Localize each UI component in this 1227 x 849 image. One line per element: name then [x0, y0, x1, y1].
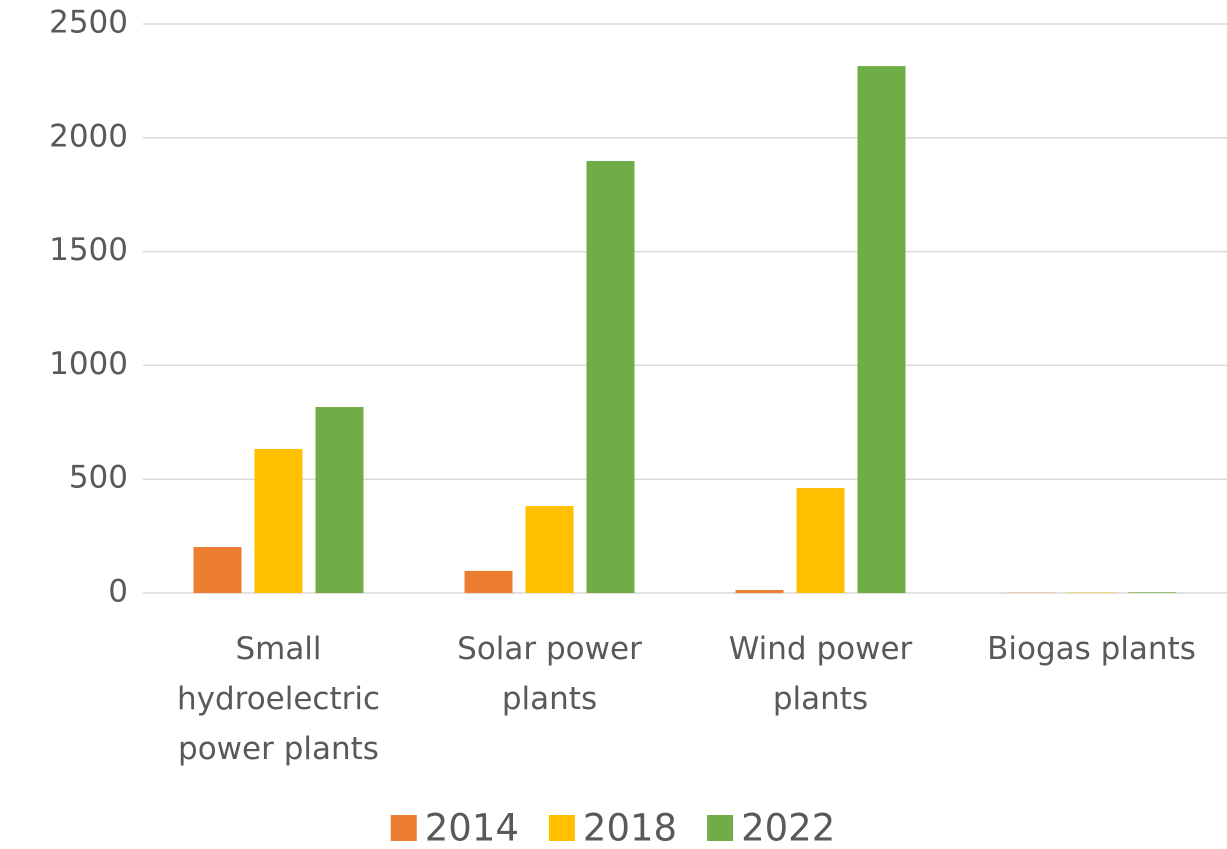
- bar: [525, 506, 574, 593]
- x-tick-line: plants: [773, 681, 868, 717]
- x-tick-label: Biogas plants: [987, 631, 1196, 667]
- bar: [464, 570, 513, 593]
- legend-label: 2014: [425, 807, 519, 849]
- legend-label: 2018: [583, 807, 677, 849]
- legend-item: 2018: [548, 807, 677, 849]
- x-tick-line: power plants: [178, 731, 379, 767]
- bar: [735, 590, 784, 593]
- bar: [254, 448, 303, 593]
- bar: [315, 407, 364, 593]
- legend-swatch: [390, 815, 417, 841]
- legend-item: 2022: [707, 807, 835, 849]
- x-tick-line: Solar power: [457, 631, 642, 667]
- bar: [796, 488, 845, 593]
- y-tick-label: 1500: [49, 232, 128, 268]
- x-tick-line: Small: [235, 631, 321, 667]
- x-tick-line: Wind power: [729, 631, 913, 667]
- y-tick-label: 1000: [49, 346, 128, 382]
- legend-item: 2014: [390, 807, 519, 849]
- bar: [857, 66, 906, 593]
- x-tick-line: hydroelectric: [177, 681, 380, 717]
- bar: [586, 161, 635, 593]
- x-tick-line: plants: [502, 681, 597, 717]
- y-tick-label: 2500: [49, 5, 128, 41]
- legend-swatch: [548, 815, 575, 841]
- bar: [193, 547, 242, 593]
- y-tick-label: 0: [108, 574, 128, 610]
- x-tick-label: Small hydroelectric power plants: [177, 631, 380, 767]
- y-tick-label: 2000: [49, 118, 128, 154]
- y-tick-label: 500: [69, 460, 128, 496]
- x-tick-label: Solar power plants: [457, 631, 642, 717]
- legend-swatch: [707, 815, 734, 841]
- x-tick-line: Biogas plants: [987, 631, 1196, 667]
- legend-label: 2022: [741, 807, 835, 849]
- bar: [1128, 592, 1177, 593]
- x-tick-label: Wind power plants: [729, 631, 913, 717]
